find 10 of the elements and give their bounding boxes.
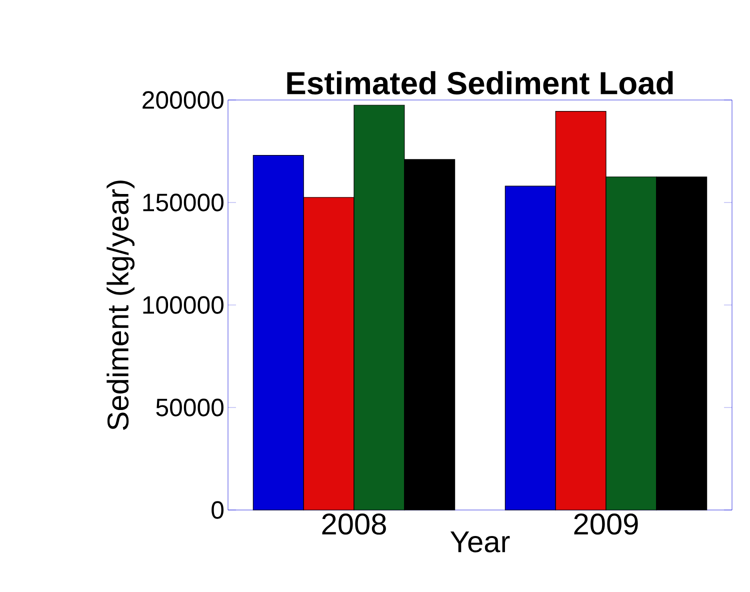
y-tick-label: 150000 [143, 194, 224, 212]
x-axis-title: Year [450, 532, 510, 552]
x-tick-label: 2009 [574, 514, 638, 535]
y-axis-title: Sediment (kg/year) [106, 180, 135, 430]
y-tick-label: 50000 [156, 398, 224, 416]
y-tick-label: 100000 [143, 296, 224, 314]
y-tick-label: 200000 [142, 91, 224, 109]
y-tick-label: 0 [212, 501, 224, 519]
chart-title: Estimated Sediment Load [287, 71, 673, 94]
x-tick-label: 2008 [322, 514, 386, 535]
